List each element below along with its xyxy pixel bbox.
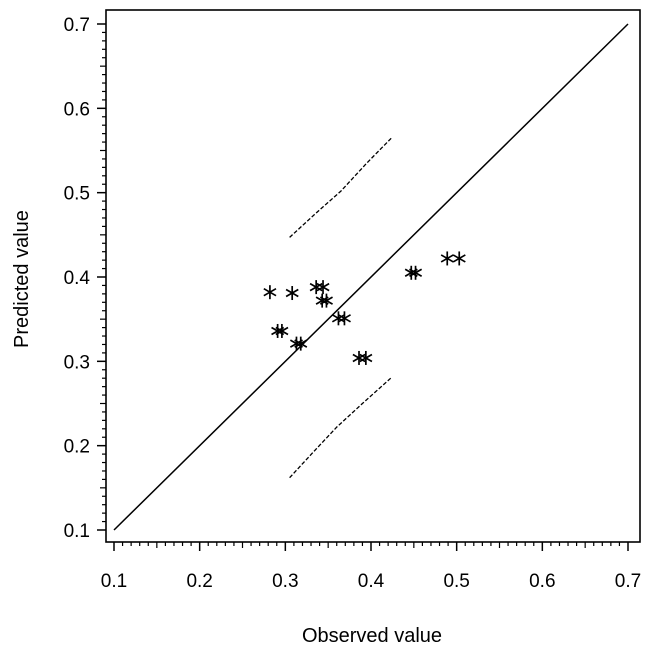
y-tick-label: 0.7 <box>64 15 90 36</box>
data-point <box>319 293 333 308</box>
identity-line <box>113 23 629 531</box>
data-point <box>352 350 366 365</box>
data-point <box>294 336 308 351</box>
data-point <box>337 311 351 326</box>
y-tick-label: 0.2 <box>64 437 90 458</box>
y-tick-label: 0.5 <box>64 184 90 205</box>
data-point <box>359 350 373 365</box>
x-tick-label: 0.6 <box>529 571 555 592</box>
data-point <box>409 265 423 280</box>
data-point <box>285 286 299 301</box>
y-tick-label: 0.6 <box>64 99 90 120</box>
x-tick-label: 0.4 <box>358 571 385 592</box>
band-upper <box>289 136 393 238</box>
x-tick-label: 0.5 <box>443 571 469 592</box>
data-point <box>440 251 454 266</box>
x-tick-label: 0.1 <box>101 571 127 592</box>
x-tick-label: 0.2 <box>186 571 212 592</box>
prediction-bands <box>289 136 393 479</box>
major-ticks <box>97 23 629 551</box>
x-tick-label: 0.7 <box>615 571 641 592</box>
x-axis-title: Observed value <box>302 625 442 647</box>
band-lower <box>289 377 392 479</box>
y-tick-label: 0.3 <box>64 352 90 373</box>
plot-area <box>105 9 641 543</box>
data-point <box>452 251 466 266</box>
data-point <box>263 285 277 300</box>
tick-labels: 0.1 0.2 0.3 0.4 0.5 0.6 0.7 0.1 0.2 0.3 0.4 0.5 0.6 0… <box>64 15 642 592</box>
minor-ticks <box>100 31 621 548</box>
data-point <box>275 323 289 338</box>
y-tick-label: 0.1 <box>64 521 90 542</box>
y-tick-label: 0.4 <box>64 268 91 289</box>
data-points <box>263 251 466 365</box>
data-point <box>316 280 330 295</box>
data-point <box>309 280 323 295</box>
data-point <box>331 311 345 326</box>
y-axis-title: Predicted value <box>11 210 33 348</box>
x-tick-label: 0.3 <box>272 571 298 592</box>
